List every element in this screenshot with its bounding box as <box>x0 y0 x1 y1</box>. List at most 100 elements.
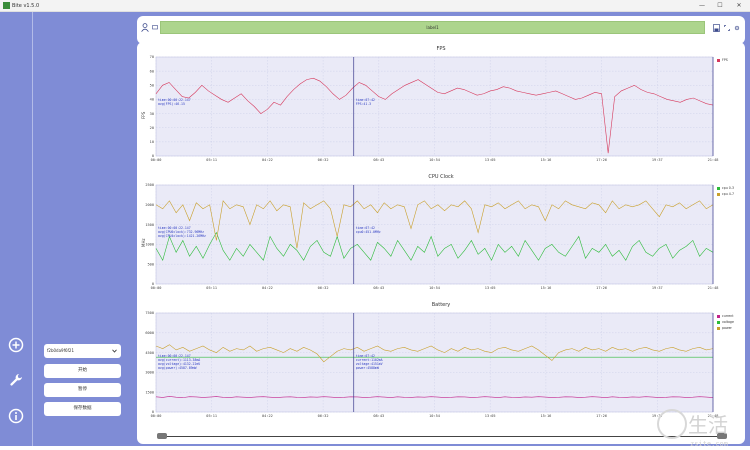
x-tick-label: 17:26 <box>596 414 607 418</box>
cursor-annotation-text: current:1102mA <box>356 358 383 362</box>
annotation-text: time:00:00:22.147 <box>158 226 191 230</box>
user-icon[interactable] <box>141 23 149 32</box>
cursor-annotation-text: power:4588mW <box>356 366 379 370</box>
slider-end-handle[interactable] <box>717 433 727 439</box>
cursor-annotation-text: FPS:41.3 <box>356 102 371 106</box>
legend-swatch <box>717 58 720 62</box>
add-circle-icon[interactable] <box>8 337 24 353</box>
legend-label: FPS <box>722 58 728 62</box>
pause-button[interactable]: 暂停 <box>44 383 121 397</box>
legend: current voltage power <box>717 313 745 331</box>
legend-item[interactable]: cpu 0-3 <box>717 185 745 191</box>
x-tick-label: 15:16 <box>540 286 551 290</box>
legend-swatch <box>717 320 720 324</box>
top-toolbar: label1 <box>137 16 745 44</box>
x-tick-label: 08:43 <box>373 286 384 290</box>
legend-label: cpu 4-7 <box>722 192 735 196</box>
device-select-value: f2b0da9f6f21 <box>47 348 75 353</box>
label-bar: label1 <box>160 21 705 34</box>
legend-label: power <box>722 326 732 330</box>
x-tick-label: 13:05 <box>485 158 496 162</box>
annotation-text: time:00:00:22.147 <box>158 98 191 102</box>
series-line <box>155 344 714 363</box>
annotation-text: avg(CPU4clock):1421.26MHz <box>158 234 206 238</box>
cursor-annotation-text: voltage:4151mV <box>356 362 383 366</box>
fps-chart: FPS FPS 0 10 20 30 40 50 60 70 00:00 05:11 04:22 06… <box>137 44 745 172</box>
x-tick-label: 05:11 <box>206 286 217 290</box>
series-line <box>155 77 714 154</box>
legend-item[interactable]: power <box>717 325 745 331</box>
chart-title: CPU Clock <box>428 174 454 180</box>
cpu-clock-chart: CPU Clock MHz 0 500 1000 1500 2000 2500 00:00 0… <box>137 172 745 300</box>
x-tick-label: 17:26 <box>596 158 607 162</box>
chart-title: Battery <box>431 302 451 308</box>
legend-item[interactable]: voltage <box>717 319 745 325</box>
legend-item[interactable]: FPS <box>717 57 745 63</box>
fps-plot[interactable]: 0 10 20 30 40 50 60 70 00:00 05:11 04:22 06:32 08:43… <box>137 44 745 172</box>
save-data-button[interactable]: 保存数据 <box>44 402 121 416</box>
slider-track <box>157 435 727 437</box>
x-tick-label: 06:32 <box>318 286 329 290</box>
x-tick-label: 00:00 <box>151 158 162 162</box>
wrench-icon[interactable] <box>8 372 24 388</box>
x-tick-label: 21:48 <box>708 414 719 418</box>
x-tick-label: 15:16 <box>540 158 551 162</box>
start-button[interactable]: 开始 <box>44 364 121 378</box>
x-tick-label: 08:43 <box>373 414 384 418</box>
y-tick-label: 1000 <box>145 243 154 247</box>
legend-swatch <box>717 314 720 318</box>
legend-swatch <box>717 326 720 330</box>
x-tick-label: 10:54 <box>429 414 440 418</box>
watermark-logo: 生活 zsite.com <box>657 409 728 448</box>
y-tick-label: 0 <box>152 282 154 286</box>
time-range-slider[interactable] <box>157 433 727 439</box>
chevron-down-icon <box>112 349 117 353</box>
legend-label: cpu 0-3 <box>722 186 735 190</box>
cursor-annotation-text: cpu0:451.0MHz <box>356 230 381 234</box>
legend-item[interactable]: current <box>717 313 745 319</box>
x-tick-label: 00:00 <box>151 414 162 418</box>
save-icon[interactable] <box>713 24 720 32</box>
legend-item[interactable]: cpu 4-7 <box>717 191 745 197</box>
chart-panel: FPS FPS 0 10 20 30 40 50 60 70 00:00 05:11 04:22 06… <box>137 42 745 444</box>
device-select[interactable]: f2b0da9f6f21 <box>44 344 121 358</box>
x-tick-label: 19:37 <box>652 414 663 418</box>
annotation-text: avg(CPU0clock):732.96MHz <box>158 230 204 234</box>
y-tick-label: 70 <box>150 55 154 59</box>
expand-icon[interactable] <box>724 25 730 31</box>
y-tick-label: 10 <box>150 140 154 144</box>
x-tick-label: 04:22 <box>262 286 273 290</box>
info-icon[interactable] <box>8 408 24 424</box>
y-tick-label: 2500 <box>145 183 154 187</box>
y-tick-label: 6000 <box>145 331 154 335</box>
screen-icon[interactable] <box>152 25 158 30</box>
annotation-text: time:00:00:22.147 <box>158 354 191 358</box>
window-title: Bite v1.5.0 <box>12 3 40 9</box>
series-line <box>155 231 714 262</box>
battery-plot[interactable]: 0 1500 3000 4500 6000 7500 00:00 05:11 04:22 06:3… <box>137 300 745 428</box>
annotation-text: avg(power):4587.89mW <box>158 366 196 370</box>
annotation-text: avg(voltage):4132.22mV <box>158 362 200 366</box>
cursor-annotation-text: time:07:42 <box>356 226 375 230</box>
close-button[interactable]: ✕ <box>736 2 742 9</box>
minimize-button[interactable]: — <box>699 2 705 9</box>
left-nav <box>0 12 33 446</box>
legend-swatch <box>717 192 720 196</box>
x-tick-label: 05:11 <box>206 414 217 418</box>
annotation-text: avg(current):1113.38mA <box>158 358 200 362</box>
x-tick-label: 10:54 <box>429 158 440 162</box>
annotation-text: avg(FPS):46.15 <box>158 102 185 106</box>
maximize-button[interactable]: ☐ <box>717 2 723 9</box>
y-tick-label: 0 <box>152 410 154 414</box>
y-tick-label: 0 <box>152 154 154 158</box>
slider-start-handle[interactable] <box>157 433 167 439</box>
x-tick-label: 21:48 <box>708 158 719 162</box>
settings-icon[interactable] <box>734 25 740 31</box>
y-tick-label: 1500 <box>145 223 154 227</box>
y-tick-label: 60 <box>150 69 154 73</box>
cpu-clock-plot[interactable]: 0 500 1000 1500 2000 2500 00:00 05:11 04:22 06:32… <box>137 172 745 300</box>
x-tick-label: 08:43 <box>373 158 384 162</box>
legend: cpu 0-3 cpu 4-7 <box>717 185 745 197</box>
x-tick-label: 05:11 <box>206 158 217 162</box>
x-tick-label: 17:26 <box>596 286 607 290</box>
